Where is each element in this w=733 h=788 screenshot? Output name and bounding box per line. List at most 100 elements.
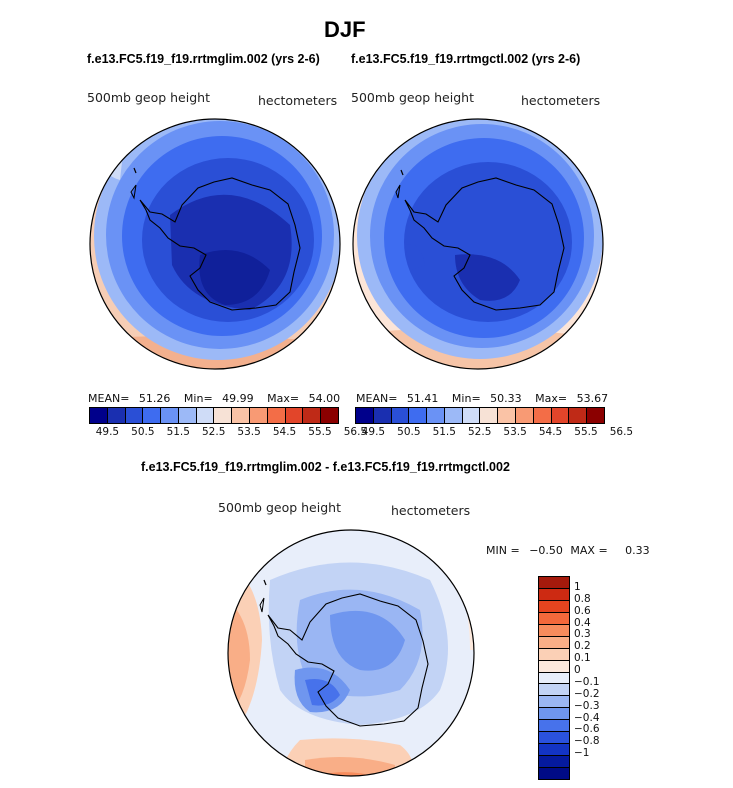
panel-1-units-label: hectometers [258, 93, 338, 108]
panel-2-mean-label: MEAN= [356, 392, 398, 405]
difference-min-value: −0.50 [529, 544, 563, 557]
panel-1-field-label: 500mb geop height [87, 90, 210, 105]
colorbar-segment [516, 408, 534, 423]
colorbar-difference-tick-label: −0.6 [574, 723, 600, 736]
colorbar-segment [196, 408, 215, 423]
colorbar-tick-label: 50.5 [131, 426, 155, 438]
colorbar-segment [321, 408, 338, 423]
panel-1-mean-label: MEAN= [88, 392, 130, 405]
colorbar-segment [303, 408, 322, 423]
panel-1-max-value: 54.00 [308, 392, 341, 405]
colorbar-tick-label: 52.5 [202, 426, 226, 438]
figure-title: DJF [324, 17, 366, 42]
colorbar-difference-tick-label: 0.4 [574, 616, 591, 629]
colorbar-segment [250, 408, 268, 423]
colorbar-segment [551, 408, 570, 423]
colorbar-difference [538, 576, 570, 780]
panel-1-min-label: Min= [183, 392, 213, 405]
colorbar-tick-label: 54.5 [538, 426, 563, 438]
colorbar-segment [539, 660, 569, 673]
panel-2-min-value: 50.33 [490, 392, 522, 405]
colorbar-segment [356, 408, 374, 423]
colorbar-tick-label: 55.5 [308, 426, 332, 438]
colorbar-segment [178, 408, 197, 423]
colorbar-segment [444, 408, 463, 423]
colorbar-segment [161, 408, 179, 423]
colorbar-segment [267, 408, 286, 423]
colorbar-difference-tick-label: −0.1 [574, 675, 600, 688]
panel-2-max-label: Max= [535, 392, 568, 405]
difference-minmax: MIN = −0.50 MAX = 0.33 [486, 544, 650, 557]
colorbar-segment [539, 732, 569, 745]
colorbar-segment [587, 408, 604, 423]
colorbar-difference-tick-label: −0.3 [574, 699, 600, 712]
colorbar-difference-tick-label: −0.8 [574, 735, 600, 748]
panel-1-min-value: 49.99 [222, 392, 254, 405]
map-panel-1 [90, 119, 340, 369]
colorbar-tick-label: 56.5 [609, 426, 634, 438]
colorbar-tick-label: 54.5 [272, 426, 297, 438]
colorbar-tick-label: 49.5 [95, 426, 120, 438]
colorbar-segment [373, 408, 392, 423]
colorbar-segment [143, 408, 162, 423]
panel-2-min-label: Min= [451, 392, 481, 405]
colorbar-segment [107, 408, 126, 423]
colorbar-difference-tick-label: −1 [574, 747, 590, 760]
map-panel-difference [228, 530, 474, 776]
colorbar-segment [498, 408, 517, 423]
colorbar-segment [409, 408, 428, 423]
panel-2-case-label: f.e13.FC5.f19_f19.rrtmgctl.002 (yrs 2-6) [351, 52, 581, 66]
colorbar-tick-label: 53.5 [503, 426, 527, 438]
colorbar-difference-tick-label: 0.6 [574, 604, 591, 617]
colorbar-segment [539, 648, 569, 661]
difference-min-label: MIN = [486, 544, 520, 557]
panel-1-case-label: f.e13.FC5.f19_f19.rrtmglim.002 (yrs 2-6) [87, 52, 320, 66]
colorbar-segment [539, 612, 569, 625]
colorbar-segment [480, 408, 499, 423]
panel-1-max-label: Max= [267, 392, 300, 405]
difference-units-label: hectometers [391, 503, 471, 518]
colorbar-segment [285, 408, 304, 423]
colorbar-segment [539, 624, 569, 637]
colorbar-difference-tick-label: 1 [574, 580, 581, 593]
colorbar-segment [539, 768, 569, 779]
colorbar-segment [125, 408, 144, 423]
panel-1-stats: MEAN= 51.26 Min= 49.99 Max= 54.00 [88, 392, 340, 405]
colorbar-segment [391, 408, 410, 423]
difference-case-label: f.e13.FC5.f19_f19.rrtmglim.002 - f.e13.F… [141, 460, 510, 474]
colorbar-tick-label: 49.5 [361, 426, 386, 438]
colorbar-segment [232, 408, 251, 423]
colorbar-tick-label: 51.5 [432, 426, 456, 438]
panel-2-mean-value: 51.41 [406, 392, 439, 405]
colorbar-difference-tick-label: 0.3 [574, 628, 591, 641]
colorbar-segment [539, 720, 569, 733]
colorbar-panel-1 [89, 407, 339, 424]
colorbar-panel-2 [355, 407, 605, 424]
panel-2-stats: MEAN= 51.41 Min= 50.33 Max= 53.67 [356, 392, 608, 405]
panel-2-units-label: hectometers [521, 93, 601, 108]
colorbar-tick-label: 51.5 [166, 426, 190, 438]
colorbar-tick-label: 52.5 [468, 426, 492, 438]
panel-2-max-value: 53.67 [576, 392, 609, 405]
colorbar-tick-label: 50.5 [397, 426, 421, 438]
colorbar-segment [539, 708, 569, 721]
colorbar-segment [462, 408, 481, 423]
colorbar-segment [427, 408, 445, 423]
colorbar-segment [539, 672, 569, 685]
colorbar-segment [539, 696, 569, 709]
colorbar-tick-label: 55.5 [574, 426, 598, 438]
colorbar-segment [539, 684, 569, 697]
colorbar-segment [533, 408, 552, 423]
colorbar-difference-tick-label: 0 [574, 664, 581, 677]
colorbar-segment [539, 600, 569, 613]
colorbar-tick-label: 53.5 [237, 426, 261, 438]
difference-field-label: 500mb geop height [218, 500, 341, 515]
difference-max-label: MAX = [570, 544, 608, 557]
colorbar-difference-tick-label: 0.1 [574, 652, 591, 665]
colorbar-segment [539, 756, 569, 768]
colorbar-tick-label: 56.5 [343, 426, 368, 438]
colorbar-difference-tick-label: 0.2 [574, 640, 591, 653]
colorbar-segment [539, 577, 569, 589]
colorbar-segment [539, 588, 569, 601]
colorbar-difference-tick-label: −0.4 [574, 711, 600, 724]
